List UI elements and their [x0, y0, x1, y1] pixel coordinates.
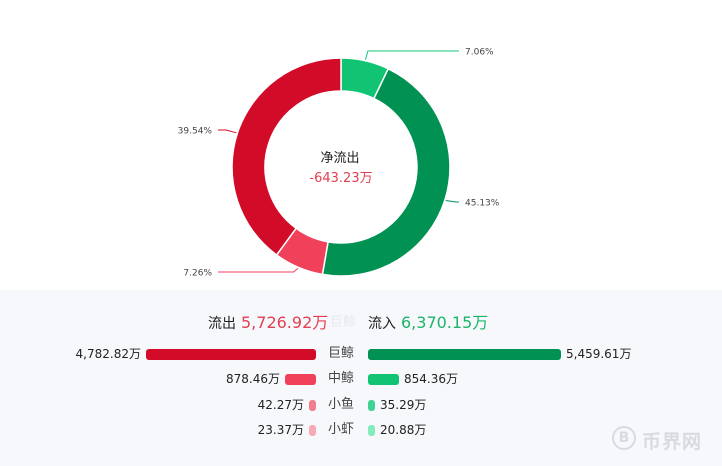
outflow-bar: [309, 424, 316, 436]
breakdown-row: 4,782.82万 巨鲸 5,459.61万: [0, 345, 722, 363]
category-label: 中鲸: [327, 371, 354, 386]
watermark-logo: B 币界网: [612, 424, 712, 454]
flow-panel: [0, 290, 722, 466]
category-label: 小鱼: [327, 397, 354, 412]
inflow-summary: 流入 6,370.15万: [368, 309, 488, 333]
donut-slice: [321, 67, 451, 277]
outflow-bar: [309, 399, 316, 411]
callout-line: [218, 267, 299, 273]
summary-ghost-label: 巨鲸: [330, 315, 357, 330]
outflow-value: 23.37万: [257, 423, 304, 437]
coin-icon: B: [612, 426, 636, 450]
inflow-bar: [368, 424, 375, 436]
inflow-bar: [368, 348, 561, 360]
outflow-summary: 流出 5,726.92万: [208, 309, 328, 333]
category-label: 小虾: [327, 422, 354, 437]
slice-percent-label: 7.06%: [465, 48, 494, 58]
outflow-bar: [285, 373, 316, 385]
outflow-value: 42.27万: [257, 398, 304, 412]
slice-percent-label: 7.26%: [183, 269, 212, 279]
callout-line: [218, 129, 237, 134]
slice-percent-label: 39.54%: [178, 127, 213, 137]
outflow-value: 878.46万: [226, 372, 280, 386]
donut-callouts: 7.06% 45.13% 7.26% 39.54%: [178, 48, 500, 279]
breakdown-row: 23.37万 小虾 20.88万: [0, 421, 722, 439]
breakdown-row: 42.27万 小鱼 35.29万: [0, 396, 722, 414]
watermark-text: 币界网: [642, 431, 703, 453]
inflow-value: 854.36万: [404, 372, 458, 386]
inflow-value: 20.88万: [380, 423, 427, 437]
inflow-total: 6,370.15万: [401, 313, 489, 332]
category-label: 巨鲸: [327, 346, 354, 361]
outflow-total: 5,726.92万: [241, 313, 329, 332]
breakdown-row: 878.46万 中鲸 854.36万: [0, 370, 722, 388]
inflow-label: 流入: [368, 316, 396, 332]
inflow-value: 35.29万: [380, 398, 427, 412]
inflow-value: 5,459.61万: [566, 347, 632, 361]
outflow-bar: [146, 348, 316, 360]
outflow-label: 流出: [208, 316, 236, 332]
donut-chart: 7.06% 45.13% 7.26% 39.54% 净流出 -643.23万: [178, 48, 500, 279]
callout-line: [364, 50, 459, 60]
inflow-bar: [368, 399, 375, 411]
donut-slice: [231, 57, 342, 257]
slice-percent-label: 45.13%: [465, 199, 500, 209]
callout-line: [445, 200, 459, 203]
donut-slices: [231, 57, 451, 277]
outflow-value: 4,782.82万: [75, 347, 141, 361]
donut-center-label: 净流出: [320, 151, 359, 166]
donut-center-value: -643.23万: [309, 171, 372, 186]
inflow-bar: [368, 373, 399, 385]
